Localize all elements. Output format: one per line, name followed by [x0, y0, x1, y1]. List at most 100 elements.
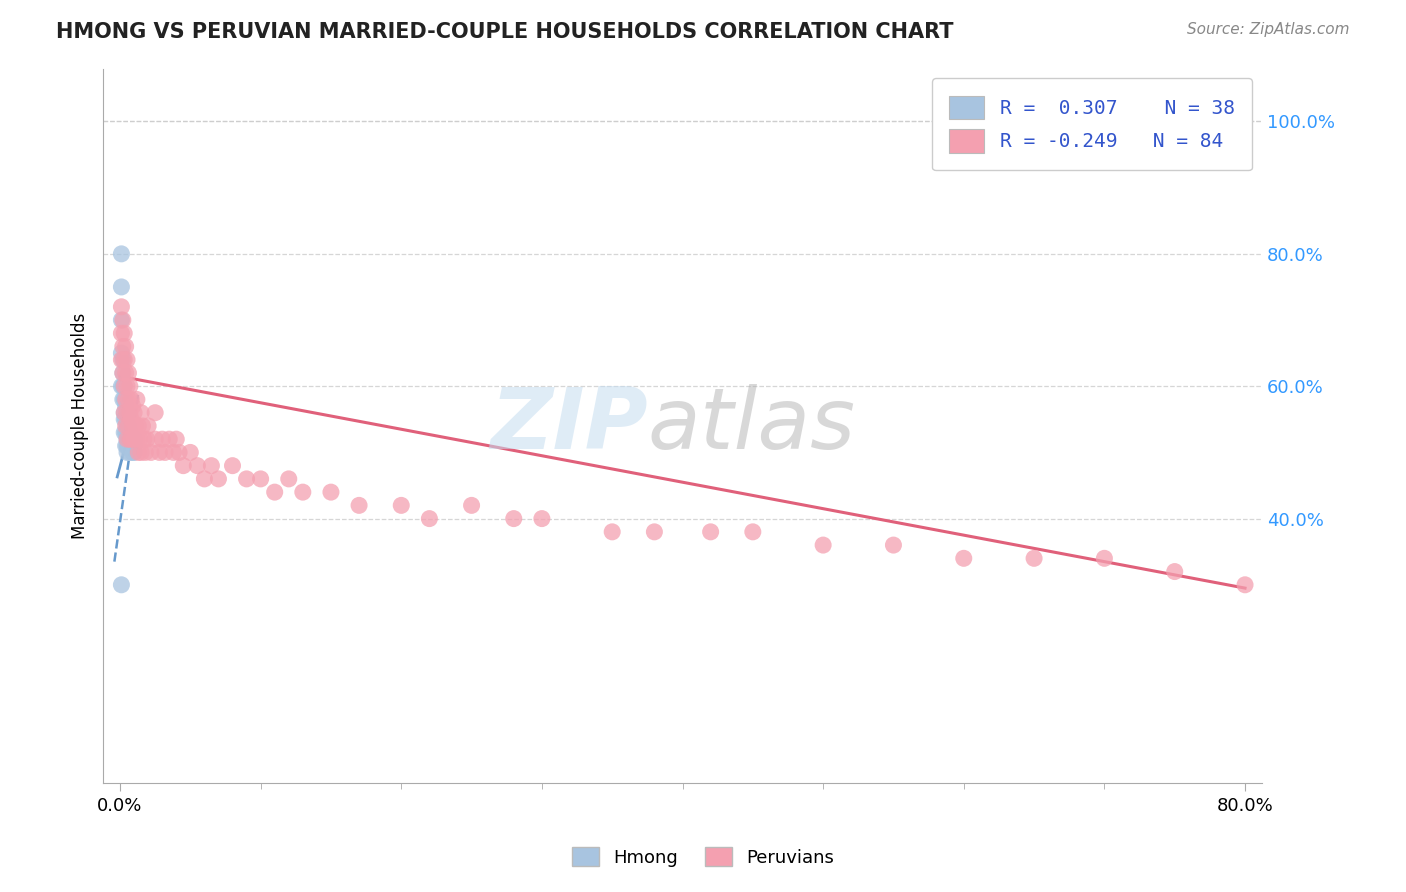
Point: [115, 439, 138, 453]
Point: [118, 425, 141, 440]
Point: [112, 412, 135, 426]
Point: [162, 445, 184, 459]
Point: [150, 432, 173, 446]
Point: [502, 511, 524, 525]
Point: [165, 432, 187, 446]
Point: [115, 419, 138, 434]
Point: [114, 399, 136, 413]
Point: [139, 445, 162, 459]
Point: [200, 458, 222, 473]
Text: HMONG VS PERUVIAN MARRIED-COUPLE HOUSEHOLDS CORRELATION CHART: HMONG VS PERUVIAN MARRIED-COUPLE HOUSEHO…: [56, 22, 953, 42]
Point: [115, 406, 138, 420]
Point: [115, 432, 138, 446]
Point: [134, 445, 156, 459]
Point: [120, 432, 142, 446]
Point: [319, 485, 342, 500]
Point: [118, 432, 141, 446]
Point: [111, 379, 134, 393]
Point: [157, 432, 180, 446]
Point: [124, 419, 146, 434]
Point: [121, 445, 143, 459]
Point: [121, 419, 143, 434]
Point: [122, 445, 145, 459]
Point: [117, 419, 139, 434]
Point: [110, 346, 132, 360]
Point: [207, 472, 229, 486]
Point: [167, 445, 190, 459]
Point: [112, 379, 135, 393]
Point: [135, 432, 157, 446]
Point: [112, 379, 135, 393]
Legend: R =  0.307    N = 38, R = -0.249   N = 84: R = 0.307 N = 38, R = -0.249 N = 84: [932, 78, 1253, 170]
Point: [741, 524, 763, 539]
Point: [172, 458, 194, 473]
Point: [418, 511, 440, 525]
Point: [136, 419, 159, 434]
Text: atlas: atlas: [648, 384, 856, 467]
Point: [114, 392, 136, 407]
Point: [118, 445, 141, 459]
Point: [114, 419, 136, 434]
Point: [114, 366, 136, 380]
Point: [110, 578, 132, 592]
Point: [114, 339, 136, 353]
Point: [117, 419, 139, 434]
Y-axis label: Married-couple Households: Married-couple Households: [72, 313, 89, 539]
Point: [120, 412, 142, 426]
Point: [125, 392, 148, 407]
Point: [600, 524, 623, 539]
Point: [530, 511, 553, 525]
Point: [277, 472, 299, 486]
Point: [117, 439, 139, 453]
Point: [112, 406, 135, 420]
Point: [110, 280, 132, 294]
Point: [389, 499, 412, 513]
Point: [125, 432, 148, 446]
Point: [117, 366, 139, 380]
Point: [112, 352, 135, 367]
Point: [1234, 578, 1257, 592]
Point: [952, 551, 974, 566]
Point: [111, 392, 134, 407]
Point: [143, 406, 166, 420]
Point: [235, 472, 257, 486]
Point: [110, 313, 132, 327]
Point: [811, 538, 834, 552]
Point: [699, 524, 721, 539]
Point: [115, 432, 138, 446]
Point: [129, 445, 152, 459]
Point: [111, 352, 134, 367]
Point: [110, 247, 132, 261]
Point: [118, 432, 141, 446]
Point: [111, 366, 134, 380]
Point: [117, 392, 139, 407]
Point: [132, 432, 155, 446]
Point: [112, 406, 135, 420]
Point: [117, 432, 139, 446]
Point: [114, 412, 136, 426]
Point: [118, 379, 141, 393]
Text: ZIP: ZIP: [491, 384, 648, 467]
Point: [122, 406, 145, 420]
Point: [110, 300, 132, 314]
Point: [111, 313, 134, 327]
Point: [112, 392, 135, 407]
Point: [111, 366, 134, 380]
Point: [882, 538, 904, 552]
Point: [347, 499, 370, 513]
Point: [112, 425, 135, 440]
Legend: Hmong, Peruvians: Hmong, Peruvians: [564, 840, 842, 874]
Point: [122, 439, 145, 453]
Point: [1163, 565, 1185, 579]
Point: [127, 419, 149, 434]
Point: [110, 379, 132, 393]
Point: [1022, 551, 1045, 566]
Point: [110, 352, 132, 367]
Point: [114, 425, 136, 440]
Point: [122, 432, 145, 446]
Point: [179, 445, 201, 459]
Point: [115, 352, 138, 367]
Point: [193, 472, 215, 486]
Point: [291, 485, 314, 500]
Point: [115, 445, 138, 459]
